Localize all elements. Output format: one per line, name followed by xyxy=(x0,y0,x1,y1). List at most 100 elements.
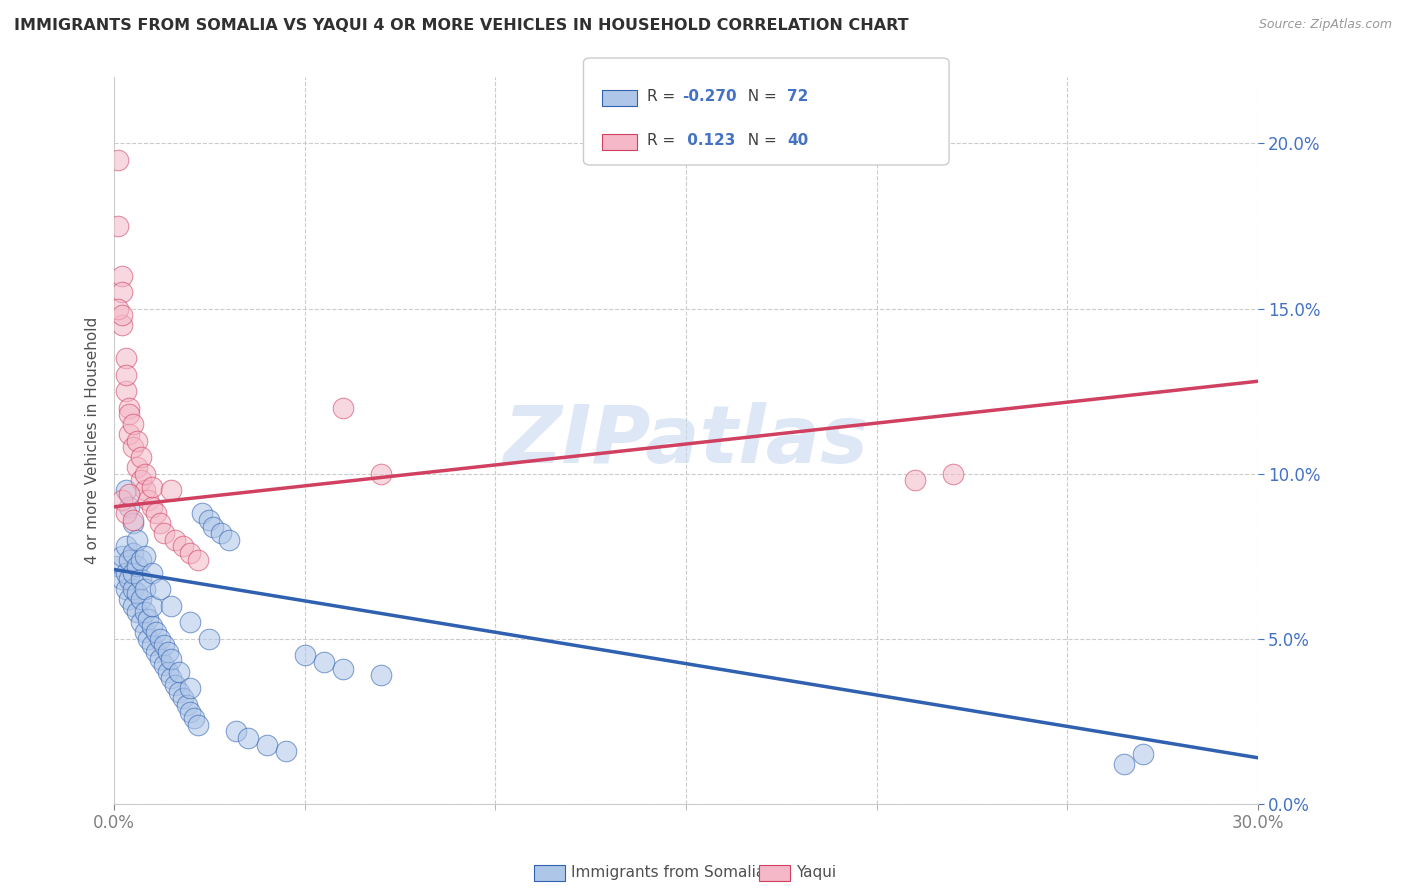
Point xyxy=(114,483,136,498)
Point xyxy=(129,473,152,487)
Point xyxy=(149,632,172,646)
Point xyxy=(122,440,145,454)
Point xyxy=(198,513,221,527)
Point xyxy=(183,711,205,725)
Point xyxy=(129,615,152,630)
Point xyxy=(118,486,141,500)
Point xyxy=(111,285,134,299)
Text: 72: 72 xyxy=(787,89,808,104)
Point xyxy=(122,566,145,580)
Point xyxy=(134,549,156,564)
Text: R =: R = xyxy=(647,134,681,148)
Point xyxy=(165,678,187,692)
Point xyxy=(165,533,187,547)
Point xyxy=(370,467,392,481)
Point xyxy=(122,582,145,597)
Point xyxy=(145,507,167,521)
Text: 40: 40 xyxy=(787,134,808,148)
Point xyxy=(236,731,259,745)
Point xyxy=(152,639,174,653)
Point xyxy=(149,516,172,531)
Point xyxy=(138,493,160,508)
Point xyxy=(209,526,232,541)
Point xyxy=(160,651,183,665)
Text: ZIPatlas: ZIPatlas xyxy=(503,401,869,480)
Point xyxy=(1132,747,1154,762)
Point xyxy=(160,483,183,498)
Point xyxy=(172,540,194,554)
Point xyxy=(370,668,392,682)
Point xyxy=(138,632,160,646)
Point xyxy=(107,301,129,316)
Point xyxy=(187,717,209,731)
Point xyxy=(111,308,134,322)
Point xyxy=(118,592,141,607)
Point xyxy=(141,639,163,653)
Point xyxy=(114,384,136,399)
Point xyxy=(129,592,152,607)
Point xyxy=(312,655,335,669)
Point xyxy=(111,318,134,332)
Text: -0.270: -0.270 xyxy=(682,89,737,104)
Point xyxy=(129,573,152,587)
Point xyxy=(125,606,148,620)
Point xyxy=(176,698,198,712)
Text: IMMIGRANTS FROM SOMALIA VS YAQUI 4 OR MORE VEHICLES IN HOUSEHOLD CORRELATION CHA: IMMIGRANTS FROM SOMALIA VS YAQUI 4 OR MO… xyxy=(14,18,908,33)
Text: Yaqui: Yaqui xyxy=(796,865,837,880)
Point xyxy=(118,573,141,587)
Point xyxy=(107,219,129,233)
Point xyxy=(156,645,179,659)
Point xyxy=(114,507,136,521)
Point xyxy=(125,585,148,599)
Point xyxy=(114,540,136,554)
Point xyxy=(134,625,156,640)
Point xyxy=(256,738,278,752)
Point xyxy=(122,513,145,527)
Point xyxy=(107,559,129,574)
Point xyxy=(141,599,163,613)
Point xyxy=(152,526,174,541)
Point xyxy=(904,473,927,487)
Point xyxy=(141,618,163,632)
Point xyxy=(125,434,148,448)
Text: N =: N = xyxy=(738,134,782,148)
Text: 0.123: 0.123 xyxy=(682,134,735,148)
Point xyxy=(134,483,156,498)
Point xyxy=(179,681,201,696)
Text: Immigrants from Somalia: Immigrants from Somalia xyxy=(571,865,765,880)
Point xyxy=(118,401,141,415)
Point xyxy=(156,665,179,679)
Point xyxy=(114,566,136,580)
Point xyxy=(129,552,152,566)
Point xyxy=(114,351,136,366)
Point xyxy=(129,450,152,465)
Point xyxy=(160,672,183,686)
Point xyxy=(125,460,148,475)
Point xyxy=(122,516,145,531)
Point xyxy=(172,691,194,706)
Point xyxy=(191,507,214,521)
Point xyxy=(179,615,201,630)
Point xyxy=(141,500,163,514)
Point xyxy=(225,724,247,739)
Point xyxy=(118,552,141,566)
Point xyxy=(294,648,316,663)
Point xyxy=(1114,757,1136,772)
Point xyxy=(114,368,136,382)
Point xyxy=(118,407,141,421)
Point xyxy=(202,519,225,533)
Point xyxy=(152,658,174,673)
Point xyxy=(167,665,190,679)
Y-axis label: 4 or more Vehicles in Household: 4 or more Vehicles in Household xyxy=(86,317,100,565)
Point xyxy=(179,705,201,719)
Point xyxy=(134,582,156,597)
Point xyxy=(198,632,221,646)
Point xyxy=(118,427,141,442)
Point xyxy=(111,268,134,283)
Point xyxy=(122,417,145,432)
Point xyxy=(111,549,134,564)
Point xyxy=(107,153,129,167)
Point xyxy=(145,645,167,659)
Point xyxy=(187,552,209,566)
Point xyxy=(160,599,183,613)
